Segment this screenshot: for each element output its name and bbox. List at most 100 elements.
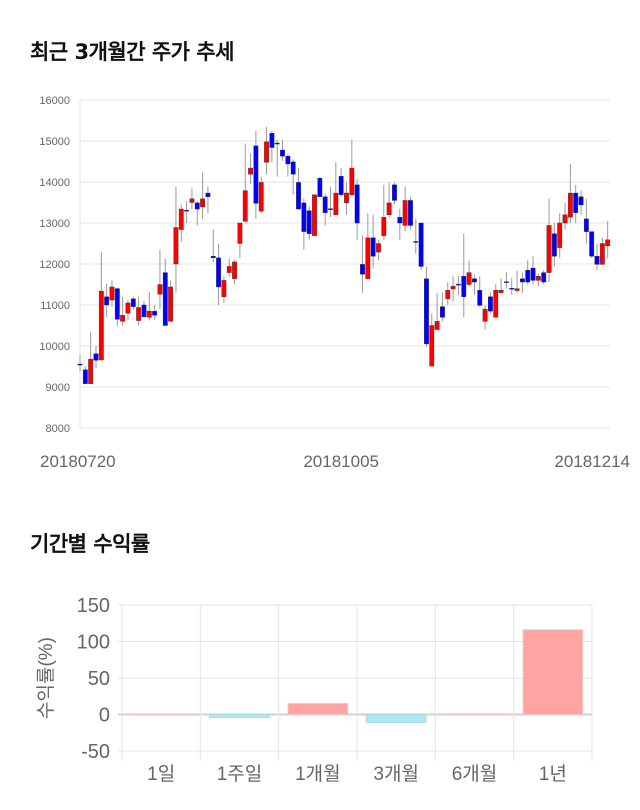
- candle-body: [472, 278, 477, 283]
- candle-body: [562, 214, 568, 224]
- candle-body: [583, 218, 589, 232]
- candle-body: [381, 217, 387, 236]
- candle-body: [567, 192, 573, 218]
- y-tick-label: 11000: [40, 300, 70, 312]
- candle-body: [125, 302, 131, 314]
- x-tick-label: 1주일: [217, 763, 263, 785]
- candle-body: [344, 192, 349, 204]
- candle-body: [488, 296, 493, 312]
- candle-body: [88, 358, 94, 384]
- candle-body: [120, 315, 126, 322]
- candle-body: [77, 363, 83, 366]
- candle-body: [551, 233, 557, 257]
- candle-body: [242, 190, 248, 222]
- candle-body: [162, 272, 168, 326]
- candle-body: [333, 192, 339, 216]
- candle-body: [504, 281, 509, 283]
- candle-body: [82, 369, 88, 384]
- candle-body: [141, 304, 147, 318]
- y-tick-label: 10000: [39, 341, 70, 353]
- candle-body: [349, 167, 355, 195]
- candle-body: [408, 200, 413, 226]
- candle-body: [178, 208, 184, 230]
- candle-body: [509, 287, 515, 290]
- y-tick-label: -50: [81, 741, 110, 763]
- candle-body: [274, 142, 280, 145]
- period-return-title: 기간별 수익률: [30, 532, 150, 556]
- candle-body: [237, 222, 243, 244]
- candle-body: [477, 290, 483, 306]
- return-bar: [522, 629, 584, 716]
- candle-body: [226, 266, 232, 273]
- candle-body: [386, 202, 392, 216]
- candle-body: [573, 192, 579, 213]
- candle-body: [168, 286, 174, 322]
- candle-body: [98, 290, 104, 361]
- y-tick-label: 9000: [46, 382, 70, 394]
- candle-body: [376, 243, 381, 253]
- x-tick-label: 1년: [539, 763, 567, 785]
- candle-body: [514, 288, 520, 291]
- candle-body: [413, 241, 419, 243]
- y-tick-label: 13000: [39, 218, 70, 230]
- y-tick-label: 14000: [39, 177, 70, 189]
- candle-body: [301, 202, 307, 232]
- candle-body: [221, 280, 227, 297]
- candle-body: [370, 237, 376, 257]
- candle-body: [130, 298, 136, 307]
- candle-body: [157, 284, 163, 295]
- candle-body: [173, 227, 179, 265]
- candle-body: [482, 308, 488, 322]
- candle-body: [354, 184, 360, 224]
- return-bar: [209, 714, 270, 718]
- candle-body: [285, 155, 291, 165]
- candle-body: [322, 196, 328, 213]
- candle-body: [418, 222, 424, 267]
- candle-body: [114, 288, 120, 320]
- candle-body: [498, 290, 504, 293]
- candle-body: [535, 276, 541, 281]
- candle-body: [136, 307, 142, 321]
- candle-body: [205, 192, 211, 197]
- candle-body: [93, 353, 99, 361]
- candle-body: [360, 264, 365, 275]
- candle-body: [104, 296, 110, 306]
- candle-body: [578, 196, 584, 206]
- candle-body: [493, 290, 499, 318]
- candle-body: [397, 217, 403, 224]
- candle-body: [338, 176, 344, 195]
- candle-body: [429, 325, 435, 367]
- candle-body: [402, 200, 408, 226]
- x-tick-label: 20181005: [303, 452, 379, 471]
- candle-body: [109, 286, 115, 301]
- candle-body: [184, 210, 189, 212]
- y-tick-label: 100: [77, 632, 110, 654]
- candle-body: [269, 133, 275, 148]
- candle-body: [519, 278, 525, 283]
- candle-body: [557, 222, 563, 248]
- candle-body: [216, 257, 221, 288]
- candle-body: [440, 306, 445, 318]
- return-bar: [365, 714, 427, 724]
- candle-body: [461, 276, 467, 297]
- y-tick-label: 15000: [39, 136, 70, 148]
- candle-body: [280, 149, 285, 157]
- y-tick-label: 150: [77, 595, 110, 617]
- x-tick-label: 6개월: [452, 763, 498, 785]
- candle-body: [541, 272, 547, 283]
- y-tick-label: 0: [99, 705, 110, 727]
- candle-body: [546, 225, 552, 273]
- candle-body: [210, 256, 216, 259]
- candle-body: [605, 239, 611, 247]
- x-tick-label: 3개월: [373, 763, 419, 785]
- candle-body: [194, 202, 200, 210]
- candle-body: [306, 210, 312, 234]
- candle-body: [599, 243, 605, 265]
- candle-body: [450, 285, 456, 290]
- candle-body: [290, 161, 296, 175]
- candle-body: [317, 178, 323, 197]
- candle-body: [328, 208, 333, 210]
- x-tick-label: 20180720: [40, 452, 116, 471]
- candle-body: [365, 237, 371, 279]
